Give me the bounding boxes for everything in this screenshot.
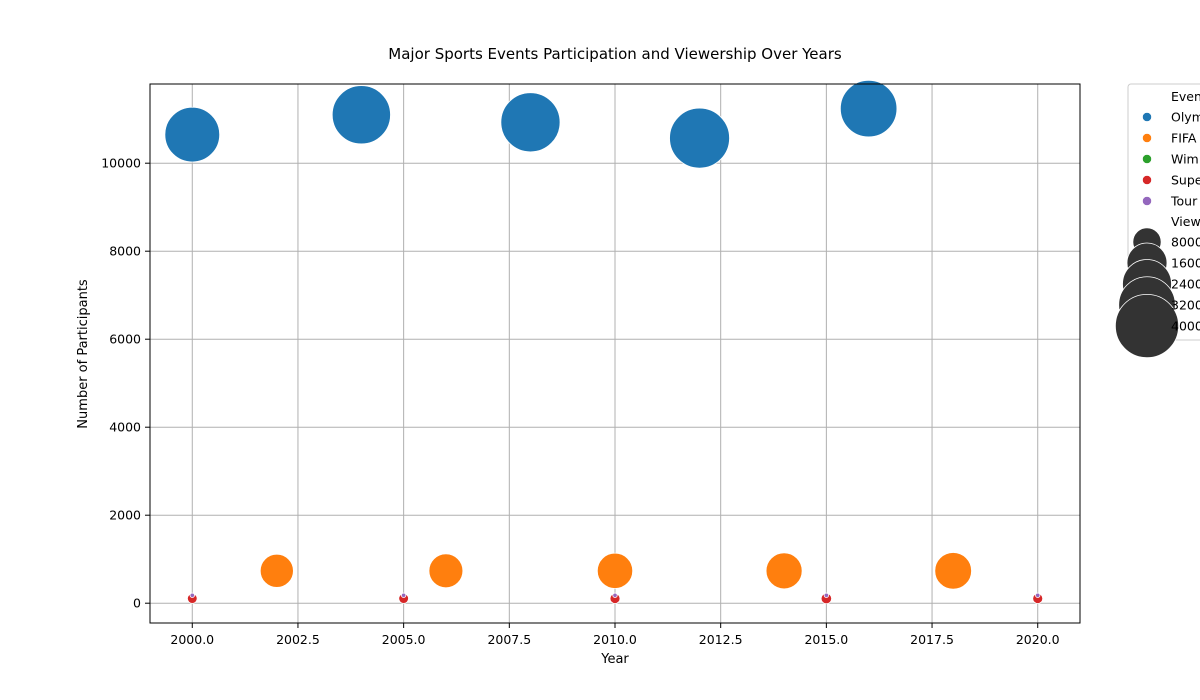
point-tour — [823, 592, 829, 598]
y-tick-label: 0 — [133, 596, 141, 611]
y-tick-label: 6000 — [109, 332, 141, 347]
point-olym — [839, 79, 898, 138]
legend-size-label: 4000 — [1171, 319, 1200, 334]
y-tick-label: 10000 — [101, 156, 141, 171]
legend-label: Tour — [1170, 194, 1198, 209]
point-olym — [500, 92, 561, 153]
x-tick-label: 2010.0 — [593, 632, 637, 647]
legend-size-title: View — [1171, 214, 1200, 229]
legend-marker-supe — [1142, 175, 1152, 185]
point-olym — [164, 106, 221, 163]
legend-label: Supe — [1171, 173, 1200, 188]
legend-marker-wim — [1142, 154, 1152, 164]
point-fifa — [259, 553, 294, 588]
legend-marker-fifa — [1142, 133, 1152, 143]
point-fifa — [765, 552, 803, 590]
point-tour — [189, 592, 195, 598]
y-tick-label: 4000 — [109, 420, 141, 435]
x-tick-label: 2017.5 — [910, 632, 954, 647]
legend-hue-title: Even — [1171, 89, 1200, 104]
legend-size-label: 1600 — [1171, 256, 1200, 271]
y-tick-label: 2000 — [109, 508, 141, 523]
point-fifa — [428, 553, 464, 589]
x-axis: 2000.0 2002.5 2005.0 2007.5 2010.0 2012.5 2015… — [170, 623, 1060, 647]
y-axis-label: Number of Participants — [76, 279, 91, 429]
point-olym — [669, 107, 730, 169]
legend-size-label: 2400 — [1171, 277, 1200, 292]
x-tick-label: 2000.0 — [170, 632, 214, 647]
legend-marker-tour — [1142, 196, 1152, 206]
legend: Even Olym FIFA Wim Supe Tour View 8000 1600 2400 3… — [1114, 83, 1200, 359]
legend-label: FIFA — [1171, 131, 1197, 146]
x-tick-label: 2015.0 — [804, 632, 848, 647]
x-tick-label: 2002.5 — [276, 632, 320, 647]
legend-size-label: 3200 — [1171, 298, 1200, 313]
x-tick-label: 2020.0 — [1016, 632, 1060, 647]
point-olym — [331, 85, 391, 145]
grid — [150, 84, 1080, 623]
point-fifa — [934, 552, 972, 590]
data-points — [164, 79, 1044, 605]
point-tour — [612, 592, 618, 598]
point-tour — [1035, 592, 1041, 598]
legend-size-label: 8000 — [1171, 235, 1200, 250]
point-tour — [401, 592, 407, 598]
legend-label: Wim — [1171, 152, 1199, 167]
point-fifa — [596, 552, 634, 589]
legend-marker-olym — [1142, 112, 1152, 122]
x-tick-label: 2012.5 — [699, 632, 743, 647]
legend-size-marker — [1114, 293, 1180, 359]
y-axis: 0 2000 4000 6000 8000 10000 — [101, 156, 150, 611]
x-tick-label: 2005.0 — [382, 632, 426, 647]
chart-title: Major Sports Events Participation and Vi… — [388, 45, 842, 63]
y-tick-label: 8000 — [109, 244, 141, 259]
x-axis-label: Year — [600, 652, 629, 667]
x-tick-label: 2007.5 — [487, 632, 531, 647]
legend-label: Olym — [1171, 110, 1200, 125]
